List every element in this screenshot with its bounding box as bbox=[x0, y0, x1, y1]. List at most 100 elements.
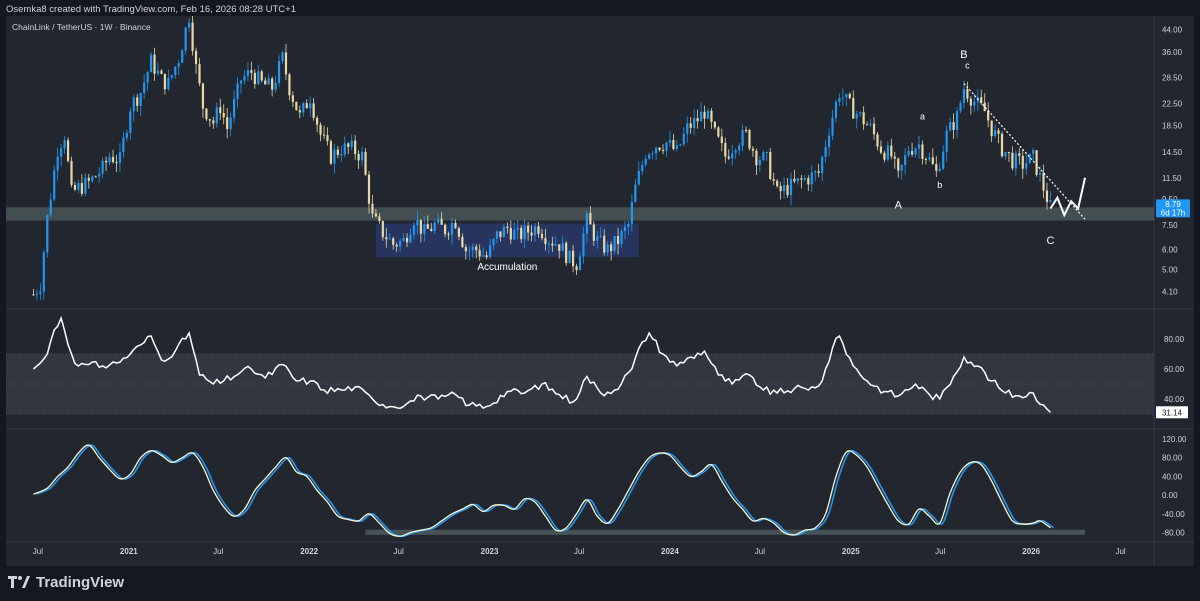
candle-body bbox=[94, 176, 97, 178]
candle-body bbox=[426, 224, 429, 229]
candle-body bbox=[136, 97, 139, 106]
candle-body bbox=[914, 148, 917, 155]
candle-body bbox=[786, 185, 789, 196]
candle-body bbox=[758, 159, 761, 166]
candle-body bbox=[271, 78, 274, 90]
candle-body bbox=[156, 70, 160, 74]
oscillator-tick-label: -80.00 bbox=[1162, 529, 1185, 538]
candle-body bbox=[488, 245, 492, 258]
candle-body bbox=[461, 236, 464, 248]
candle-body bbox=[637, 170, 640, 185]
candle-body bbox=[1025, 163, 1028, 169]
candle-body bbox=[551, 243, 554, 246]
candle-body bbox=[942, 151, 945, 169]
candle-body bbox=[205, 108, 208, 120]
candle-body bbox=[855, 113, 858, 119]
candle-body bbox=[322, 134, 326, 136]
trendline bbox=[963, 83, 1086, 220]
candle-body bbox=[897, 158, 900, 171]
candle-body bbox=[872, 123, 876, 135]
x-tick-label: 2022 bbox=[300, 547, 318, 556]
candle-body bbox=[101, 160, 104, 174]
candle-body bbox=[973, 101, 976, 106]
candle-body bbox=[257, 71, 260, 84]
candle-body bbox=[378, 216, 381, 222]
candle-body bbox=[412, 225, 416, 235]
candle-body bbox=[409, 234, 412, 243]
candle-body bbox=[364, 151, 367, 175]
wave-label-c: c bbox=[965, 60, 970, 70]
candle-body bbox=[800, 178, 803, 180]
candle-body bbox=[578, 256, 582, 271]
price-tick-label: 6.00 bbox=[1162, 246, 1178, 255]
candle-body bbox=[713, 121, 717, 128]
candle-body bbox=[886, 145, 889, 160]
price-tick-label: 14.50 bbox=[1162, 148, 1183, 157]
candle-body bbox=[236, 83, 239, 99]
candle-body bbox=[260, 71, 263, 81]
candle-body bbox=[568, 250, 571, 264]
candle-body bbox=[634, 184, 637, 203]
x-tick-label: 2025 bbox=[842, 547, 860, 556]
candle-body bbox=[336, 149, 339, 155]
candle-body bbox=[267, 78, 270, 85]
candle-body bbox=[824, 146, 827, 157]
candle-body bbox=[450, 223, 454, 235]
candle-body bbox=[98, 173, 101, 177]
candle-body bbox=[291, 95, 294, 102]
candle-body bbox=[333, 149, 336, 164]
candle-body bbox=[869, 123, 872, 125]
candle-body bbox=[42, 252, 45, 292]
oscillator-tick-label: 80.00 bbox=[1162, 454, 1183, 463]
candle-body bbox=[661, 149, 665, 151]
price-tick-label: 11.50 bbox=[1162, 174, 1182, 183]
candle-body bbox=[1021, 155, 1024, 169]
candle-body bbox=[105, 160, 108, 163]
oscillator-tick-label: 120.00 bbox=[1162, 435, 1187, 444]
candle-body bbox=[122, 137, 125, 153]
footer: TradingView bbox=[8, 572, 124, 592]
candle-body bbox=[181, 50, 184, 63]
candle-body bbox=[1014, 153, 1017, 169]
candle-body bbox=[274, 82, 277, 90]
chart-svg[interactable]: Aa b Bc C Accumulation 44.00 36.00 28.50 22.50 18… bbox=[6, 15, 1194, 566]
candle-body bbox=[129, 111, 132, 133]
candle-body bbox=[115, 162, 118, 164]
candle-body bbox=[454, 223, 457, 229]
candle-body bbox=[533, 226, 537, 236]
pane-title: ChainLink / TetherUS · 1W · Binance bbox=[12, 22, 151, 32]
candle-body bbox=[755, 150, 758, 166]
candle-body bbox=[945, 130, 948, 152]
x-tick-label: 2024 bbox=[661, 547, 679, 556]
oscillator-zone bbox=[365, 529, 1086, 535]
candle-body bbox=[316, 117, 319, 125]
candle-body bbox=[575, 266, 578, 271]
candle-body bbox=[347, 143, 350, 147]
candle-body bbox=[326, 135, 329, 142]
wave-label-a: a bbox=[920, 111, 925, 121]
candle-body bbox=[544, 238, 547, 244]
candle-body bbox=[447, 234, 450, 236]
candle-body bbox=[232, 98, 236, 118]
candle-body bbox=[457, 228, 461, 237]
candle-body bbox=[935, 164, 938, 171]
candle-body bbox=[219, 107, 222, 114]
candle-body bbox=[440, 218, 443, 225]
candle-body bbox=[437, 218, 440, 223]
candle-body bbox=[883, 152, 886, 160]
candle-body bbox=[879, 146, 883, 153]
candle-body bbox=[900, 164, 903, 171]
candle-body bbox=[696, 118, 699, 122]
candle-body bbox=[277, 60, 281, 83]
candle-body bbox=[782, 185, 786, 192]
x-tick-label: 2021 bbox=[120, 547, 138, 556]
candle-body bbox=[295, 101, 298, 111]
candle-body bbox=[402, 237, 405, 241]
candle-body bbox=[720, 136, 723, 143]
candle-body bbox=[243, 76, 246, 81]
candle-body bbox=[188, 22, 191, 28]
bar-countdown: 6d 17h bbox=[1161, 208, 1185, 217]
candle-body bbox=[623, 226, 627, 231]
candle-body bbox=[298, 110, 301, 113]
